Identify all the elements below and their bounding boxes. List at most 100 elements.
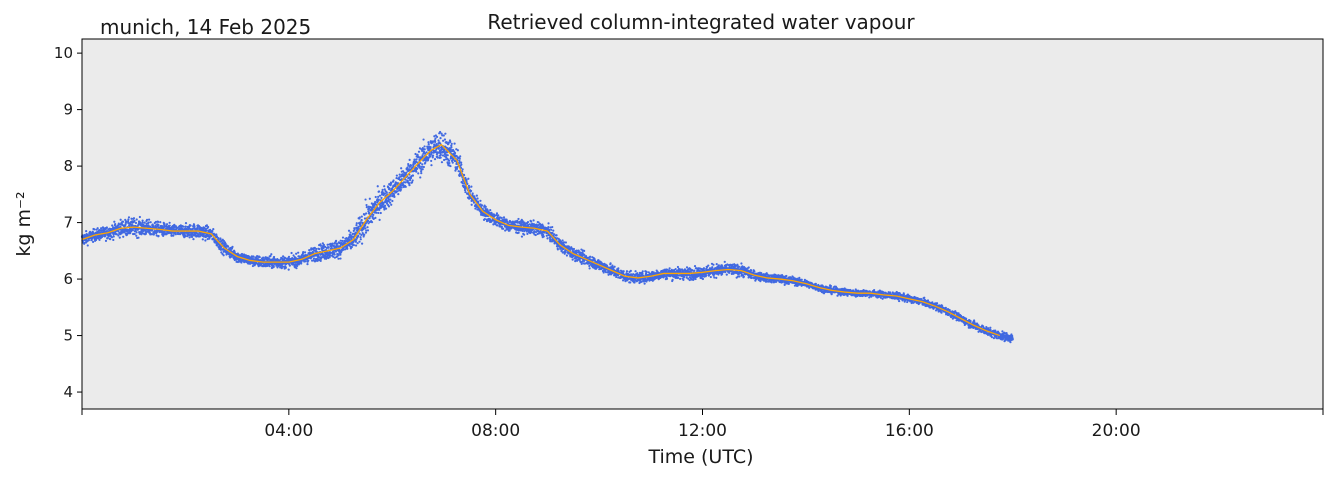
scatter-point [364,198,367,201]
scatter-point [307,259,310,262]
scatter-point [217,236,220,240]
scatter-point [459,155,462,158]
scatter-point [406,179,409,182]
scatter-point [439,153,442,156]
scatter-point [526,221,530,224]
scatter-point [410,181,414,184]
scatter-point [319,259,322,262]
scatter-point [393,195,396,198]
scatter-point [385,191,388,194]
scatter-point [360,215,363,218]
scatter-point [104,234,107,237]
scatter-point [444,132,447,135]
scatter-point [717,264,720,267]
scatter-point [399,188,402,191]
scatter-point [172,234,175,237]
scatter-point [467,177,470,180]
scatter-point [422,165,425,169]
scatter-point [370,220,374,224]
scatter-point [83,241,86,245]
scatter-point [470,189,473,193]
scatter-point [395,174,398,177]
scatter-point [471,192,474,195]
scatter-point [556,248,559,251]
scatter-point [434,140,437,143]
scatter-point [787,282,790,285]
scatter-point [106,237,109,240]
scatter-point [422,138,425,141]
scatter-point [141,221,144,224]
scatter-point [339,253,342,256]
scatter-point [147,224,150,227]
scatter-point [377,211,380,215]
scatter-point [520,235,524,238]
scatter-point [671,278,674,281]
scatter-point [468,186,471,189]
scatter-point [378,194,382,197]
scatter-point [360,242,364,245]
scatter-point [589,255,592,258]
scatter-point [215,233,218,236]
scatter-point [495,212,499,215]
scatter-point [90,238,93,241]
scatter-point [150,233,153,236]
scatter-point [709,275,712,279]
scatter-point [634,270,637,273]
scatter-point [625,270,629,273]
scatter-point [168,221,171,224]
scatter-point [143,221,146,224]
scatter-point [440,161,444,164]
scatter-point [753,270,756,273]
scatter-point [117,230,120,233]
scatter-point [676,276,680,279]
scatter-point [184,225,187,228]
scatter-point [112,235,115,238]
scatter-point [477,201,480,204]
scatter-point [517,217,520,221]
scatter-point [450,146,453,149]
scatter-point [375,211,378,214]
scatter-point [306,263,309,266]
scatter-point [665,277,669,280]
scatter-point [226,245,230,248]
scatter-point [715,276,718,279]
scatter-point [300,260,303,263]
scatter-point [212,228,215,231]
scatter-point [284,266,287,269]
scatter-point [643,282,646,285]
scatter-point [740,262,743,265]
scatter-point [738,275,741,278]
scatter-point [188,236,191,239]
scatter-point [184,222,188,225]
scatter-point [129,231,132,235]
scatter-point [133,219,136,222]
scatter-point [694,277,697,281]
scatter-point [713,276,716,279]
scatter-point [470,185,473,188]
scatter-point [359,221,362,224]
scatter-point [105,226,108,229]
scatter-point [334,239,338,242]
scatter-point [117,224,120,227]
scatter-point [331,242,334,245]
scatter-point [389,201,392,204]
scatter-point [442,134,445,137]
scatter-point [453,142,456,145]
scatter-point [526,232,529,235]
scatter-point [683,275,686,278]
scatter-point [629,269,632,272]
scatter-point [96,227,99,230]
scatter-point [456,149,459,152]
scatter-point [350,245,353,249]
scatter-point [415,158,418,161]
scatter-point [383,185,386,188]
scatter-point [416,167,419,170]
scatter-point [678,277,682,281]
scatter-point [629,281,632,284]
scatter-point [377,195,380,198]
scatter-point [182,225,185,228]
scatter-point [364,231,368,234]
scatter-point [785,274,788,278]
scatter-point [470,203,473,206]
